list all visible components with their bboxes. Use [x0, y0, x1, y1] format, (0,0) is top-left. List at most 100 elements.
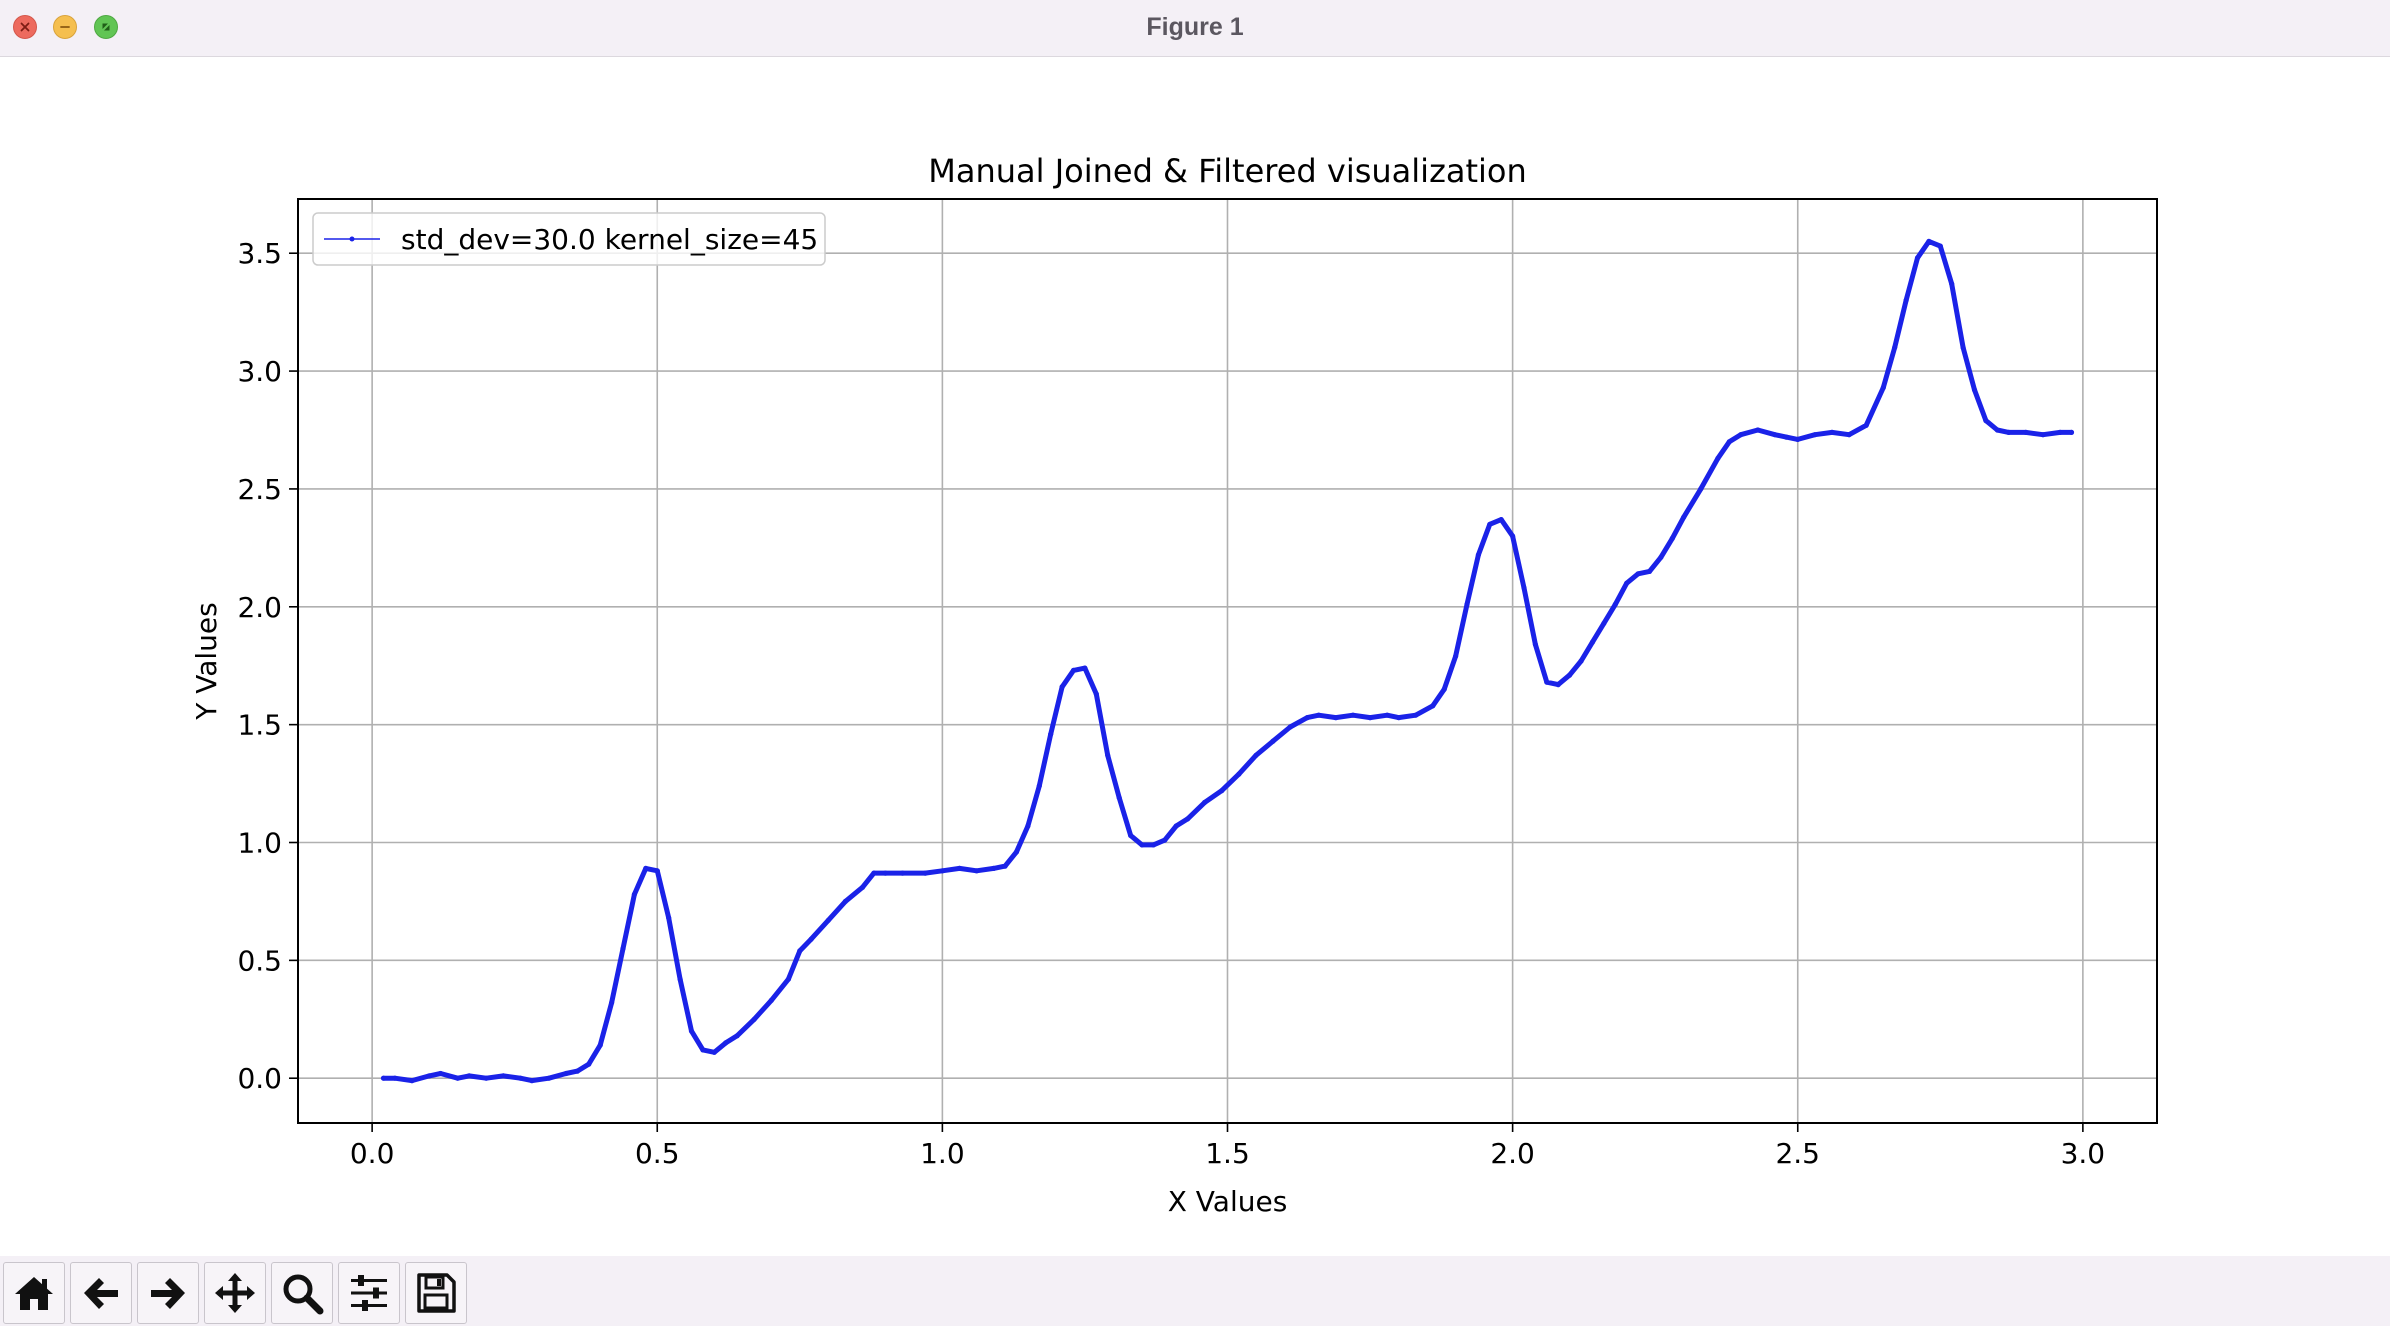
data-point [1384, 712, 1390, 718]
data-point [991, 865, 997, 872]
navigation-toolbar [0, 1256, 2390, 1326]
data-point [1350, 712, 1356, 718]
data-point [1937, 243, 1943, 249]
save-button[interactable] [405, 1262, 467, 1324]
sliders-icon [351, 1275, 387, 1311]
data-point [2023, 429, 2029, 435]
data-point [1914, 255, 1921, 261]
y-tick-label: 0.5 [237, 944, 282, 977]
data-point [1880, 385, 1886, 391]
data-point [751, 1016, 757, 1022]
title-bar: Figure 1 [0, 0, 2390, 57]
data-point [797, 948, 803, 954]
data-point [586, 1061, 592, 1067]
data-point [1892, 344, 1898, 351]
data-point [1578, 658, 1584, 664]
back-button[interactable] [70, 1262, 132, 1324]
data-point [1093, 691, 1099, 697]
data-point [1162, 837, 1168, 843]
arrow-left-icon [84, 1278, 118, 1309]
data-point [392, 1075, 398, 1081]
data-point [785, 976, 792, 982]
arrow-right-icon [151, 1278, 185, 1309]
data-point [2040, 432, 2046, 438]
data-point [700, 1047, 706, 1053]
data-point [899, 870, 906, 876]
data-point [1738, 432, 1744, 438]
data-point [1475, 552, 1481, 558]
data-point [859, 884, 866, 890]
y-tick-label: 2.5 [237, 473, 282, 506]
data-point [1002, 863, 1008, 869]
data-point [768, 997, 774, 1004]
data-point [1219, 788, 1225, 794]
figure-canvas[interactable]: 0.0 0.5 1.0 1.5 2.0 2.5 3.0 0.0 0.5 1.0 1.5 2.0 2.5 3… [0, 57, 2390, 1256]
x-tick-label: 1.0 [920, 1137, 965, 1170]
legend-box [312, 212, 826, 266]
data-point [1333, 715, 1339, 721]
data-point [1413, 712, 1419, 718]
data-point [1059, 684, 1065, 690]
data-point [1698, 486, 1704, 492]
y-tick-label: 1.5 [237, 709, 282, 742]
pan-button[interactable] [204, 1262, 266, 1324]
data-point [1498, 517, 1504, 523]
data-point [1812, 432, 1818, 438]
data-point [517, 1075, 524, 1081]
data-point [1510, 533, 1516, 539]
data-point [1567, 672, 1573, 678]
x-tick-label: 3.0 [2061, 1137, 2106, 1170]
data-point [1681, 514, 1687, 520]
data-point [842, 898, 849, 905]
data-point [1555, 682, 1561, 688]
data-point [1646, 568, 1653, 574]
data-point [1396, 715, 1402, 721]
zoom-button[interactable] [271, 1262, 333, 1324]
data-point [380, 1075, 387, 1081]
data-point [438, 1070, 444, 1077]
data-point [597, 1042, 603, 1048]
data-point [956, 865, 963, 872]
maximize-window-button[interactable] [94, 15, 118, 39]
data-point [1983, 418, 1989, 424]
data-point [1829, 429, 1835, 435]
data-point [631, 891, 638, 898]
data-point [1521, 585, 1527, 591]
data-point [1287, 724, 1293, 730]
grid [298, 199, 2157, 1123]
data-point [1253, 752, 1259, 758]
data-point [1612, 601, 1618, 608]
close-window-button[interactable] [13, 15, 37, 39]
line-chart: 0.0 0.5 1.0 1.5 2.0 2.5 3.0 0.0 0.5 1.0 1.5 2.0 2.5 3… [190, 152, 2158, 1218]
data-point [1658, 554, 1664, 560]
data-point [1926, 238, 1932, 244]
data-point [1150, 842, 1156, 848]
x-tick-label: 1.5 [1205, 1137, 1250, 1170]
data-point [711, 1049, 717, 1055]
magnifier-icon [283, 1274, 324, 1315]
data-point [1726, 439, 1732, 445]
data-point [1903, 297, 1909, 303]
data-point [734, 1033, 740, 1039]
data-point [574, 1068, 581, 1074]
ticks: 0.0 0.5 1.0 1.5 2.0 2.5 3.0 0.0 0.5 1.0 1.5 2.0 2.5 3… [237, 237, 2105, 1170]
data-point [939, 868, 946, 874]
data-point [546, 1075, 552, 1081]
data-point [609, 1000, 615, 1006]
data-point [1949, 281, 1955, 287]
data-point [922, 870, 928, 876]
data-point [1715, 455, 1721, 461]
data-point [1270, 738, 1276, 744]
data-point [688, 1028, 695, 1034]
configure-subplots-button[interactable] [338, 1262, 400, 1324]
data-point [1202, 799, 1208, 806]
forward-button[interactable] [137, 1262, 199, 1324]
x-tick-label: 2.0 [1490, 1137, 1535, 1170]
data-point [426, 1073, 432, 1079]
data-point [974, 868, 980, 874]
minimize-window-button[interactable] [53, 15, 77, 39]
y-tick-label: 0.0 [237, 1062, 282, 1095]
home-button[interactable] [3, 1262, 65, 1324]
legend: std_dev=30.0 kernel_size=45 [312, 212, 826, 266]
minimize-icon [60, 26, 70, 28]
